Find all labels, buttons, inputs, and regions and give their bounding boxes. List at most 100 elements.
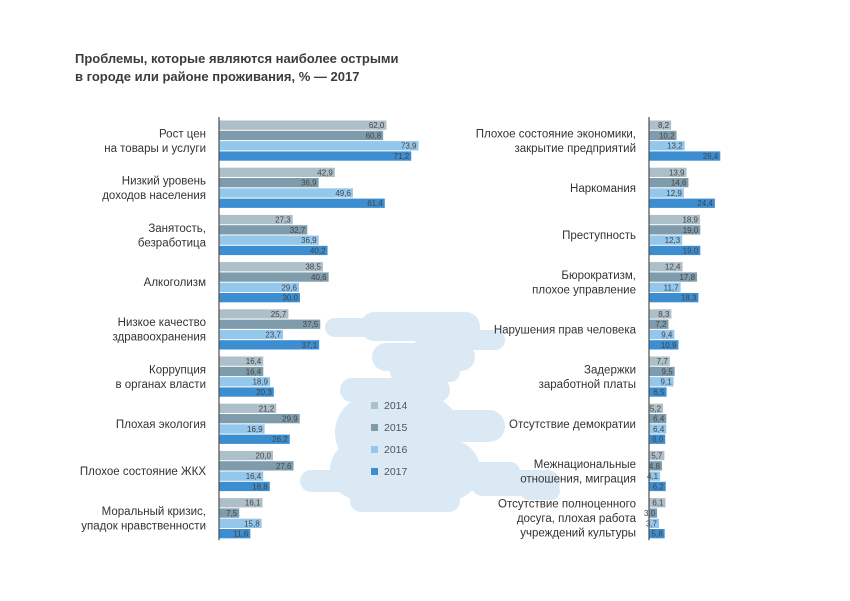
- value-label: 10,2: [659, 131, 675, 140]
- category-label: Нарушения прав человека: [494, 324, 637, 336]
- category-label: закрытие предприятий: [514, 143, 636, 155]
- value-label: 4,1: [647, 472, 659, 481]
- value-label: 18,8: [252, 482, 268, 491]
- bar-2017: [649, 387, 667, 397]
- bar-2016: [219, 377, 271, 387]
- category-label: отношения, миграция: [520, 473, 636, 485]
- bar-2017: [219, 151, 412, 161]
- bar-2017: [649, 293, 699, 303]
- value-label: 20,3: [256, 388, 272, 397]
- value-label: 29,9: [282, 415, 298, 424]
- value-label: 32,7: [290, 226, 306, 235]
- value-label: 20,0: [255, 452, 271, 461]
- bar-2015: [219, 366, 264, 377]
- category-label: Моральный кризис,: [102, 506, 206, 518]
- value-label: 16,9: [247, 425, 263, 434]
- value-label: 27,3: [275, 216, 291, 225]
- bar-2014: [649, 167, 687, 177]
- value-label: 27,6: [276, 462, 292, 471]
- value-label: 71,2: [394, 152, 410, 161]
- value-label: 18,3: [681, 294, 697, 303]
- cloud-blob: [390, 362, 460, 382]
- cloud-blob: [520, 482, 560, 500]
- value-label: 73,9: [401, 142, 417, 151]
- legend-swatch-2016: [371, 446, 378, 453]
- bar-2016: [219, 518, 262, 528]
- legend-swatch-2014: [371, 402, 378, 409]
- value-label: 6,0: [652, 435, 664, 444]
- value-label: 40,2: [310, 246, 326, 255]
- value-label: 26,2: [272, 435, 288, 444]
- value-label: 38,5: [305, 263, 321, 272]
- value-label: 6,4: [653, 415, 665, 424]
- bar-2015: [649, 366, 675, 377]
- value-label: 9,5: [662, 367, 674, 376]
- bars-layer: 62,060,8 73,971,2 Рост цен на товары и услу…: [80, 117, 721, 541]
- cloud-blob: [325, 318, 385, 337]
- bar-2015: [219, 319, 321, 329]
- value-label: 18,9: [252, 378, 268, 387]
- bar-2017: [219, 387, 274, 397]
- value-label: 23,7: [265, 331, 281, 340]
- value-label: 10,9: [661, 341, 677, 350]
- value-label: 5,2: [650, 404, 662, 413]
- category-label: заработной платы: [539, 379, 636, 391]
- bar-2017: [649, 481, 666, 492]
- legend-label-2016: 2016: [384, 444, 408, 456]
- bar-2014: [219, 214, 293, 225]
- value-label: 7,7: [657, 357, 669, 366]
- bar-2014: [219, 403, 277, 413]
- value-label: 4,8: [649, 462, 661, 471]
- bar-2014: [649, 498, 666, 508]
- category-group: 42,936,9 49,6 61,4 Низкий уровень доходов на…: [102, 167, 385, 208]
- bar-2014: [219, 120, 387, 130]
- category-group: 8,37,2 9,410,9 Нарушения прав человека: [494, 309, 679, 350]
- category-group: 38,540,6 29,6 30,0 Алкоголизм: [144, 262, 329, 303]
- bar-2014: [649, 356, 670, 366]
- bar-2014: [219, 498, 263, 508]
- bar-2014: [219, 309, 289, 319]
- category-label: Наркомания: [570, 183, 636, 195]
- legend-label-2015: 2015: [384, 422, 408, 434]
- category-label: Плохое состояние экономики,: [476, 128, 636, 140]
- value-label: 14,6: [671, 179, 687, 188]
- value-label: 61,4: [367, 199, 383, 208]
- bar-2015: [649, 414, 667, 424]
- chart-title-line-1: Проблемы, которые являются наиболее остр…: [75, 51, 399, 66]
- bar-2016: [649, 188, 684, 198]
- category-label: плохое управление: [532, 284, 636, 296]
- value-label: 5,8: [652, 530, 664, 539]
- category-label: Преступность: [562, 230, 636, 242]
- bar-2016: [649, 424, 667, 434]
- category-label: Низкое качество: [118, 317, 206, 329]
- cloud-blob: [350, 490, 460, 512]
- category-group: 20,0 27,6 16,418,8 Плохое состояние ЖКХ: [80, 450, 294, 491]
- value-label: 11,7: [664, 283, 680, 292]
- category-group: 5,74,84,16,2 Межнациональные отношения, ми…: [520, 450, 666, 492]
- bar-2016: [219, 235, 319, 245]
- bar-2015: [649, 130, 677, 141]
- category-label: Занятость,: [148, 223, 206, 235]
- chart-panel-left: 62,060,8 73,971,2 Рост цен на товары и услу…: [80, 117, 419, 541]
- value-label: 19,0: [683, 246, 699, 255]
- value-label: 6,4: [653, 425, 665, 434]
- legend-label-2017: 2017: [384, 466, 408, 478]
- value-label: 18,9: [682, 216, 698, 225]
- value-label: 37,1: [302, 341, 318, 350]
- bar-2015: [649, 319, 669, 329]
- category-group: 8,210,2 13,2 26,4 Плохое состояние экономик…: [476, 120, 721, 161]
- bar-2015: [649, 178, 689, 188]
- value-label: 17,8: [679, 273, 695, 282]
- category-group: 16,1 7,5 15,8 11,6 Моральный кризис, упадок н…: [81, 498, 263, 539]
- value-label: 36,9: [301, 179, 317, 188]
- value-label: 6,1: [652, 499, 664, 508]
- category-label: упадок нравственности: [81, 520, 206, 532]
- value-label: 7,5: [226, 509, 238, 518]
- value-label: 7,2: [655, 320, 667, 329]
- category-label: учреждений культуры: [520, 528, 636, 540]
- value-label: 29,6: [281, 283, 297, 292]
- value-label: 26,4: [703, 152, 719, 161]
- bar-2015: [219, 225, 308, 235]
- bar-2017: [219, 293, 300, 303]
- value-label: 13,9: [669, 168, 685, 177]
